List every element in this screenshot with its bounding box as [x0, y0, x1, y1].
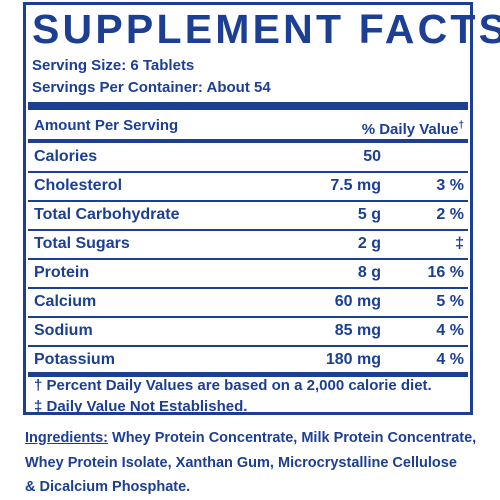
ingredients-label: Ingredients: — [25, 430, 108, 446]
row-divider — [28, 229, 468, 231]
nutrient-amount: 85 mg — [334, 322, 381, 339]
nutrient-row-total-sugars: Total Sugars 2 g ‡ — [26, 230, 470, 259]
row-divider — [28, 345, 468, 347]
nutrient-row-calcium: Calcium 60 mg 5 % — [26, 288, 470, 317]
nutrient-amount: 50 — [363, 148, 381, 165]
nutrient-amount: 60 mg — [334, 293, 381, 310]
row-divider — [28, 171, 468, 173]
ingredients-line-2: Whey Protein Isolate, Xanthan Gum, Micro… — [25, 455, 457, 471]
daily-value-dagger: † — [458, 120, 464, 131]
row-divider — [28, 316, 468, 318]
ingredients-line-1: Ingredients: Whey Protein Concentrate, M… — [25, 426, 476, 450]
nutrient-row-sodium: Sodium 85 mg 4 % — [26, 317, 470, 346]
nutrient-name: Calcium — [34, 293, 97, 310]
nutrient-daily-value: 4 % — [436, 322, 464, 339]
row-divider — [28, 287, 468, 289]
nutrient-row-protein: Protein 8 g 16 % — [26, 259, 470, 288]
nutrient-amount: 180 mg — [325, 351, 381, 368]
nutrient-amount: 5 g — [357, 206, 381, 223]
ingredients-text-1: Whey Protein Concentrate, Milk Protein C… — [107, 430, 477, 446]
footnote-dagger: † Percent Daily Values are based on a 2,… — [34, 377, 432, 394]
nutrient-name: Cholesterol — [34, 177, 123, 194]
nutrient-amount: 8 g — [357, 264, 381, 281]
nutrient-row-potassium: Potassium 180 mg 4 % — [26, 346, 470, 375]
nutrient-name: Protein — [34, 264, 90, 281]
row-divider — [28, 200, 468, 202]
footnote-double-dagger: ‡ Daily Value Not Established. — [34, 398, 248, 415]
nutrient-row-calories: Calories 50 — [26, 143, 470, 172]
nutrient-daily-value: 4 % — [436, 351, 464, 368]
nutrient-name: Total Carbohydrate — [34, 206, 180, 223]
nutrient-row-cholesterol: Cholesterol 7.5 mg 3 % — [26, 172, 470, 201]
nutrient-amount: 7.5 mg — [330, 177, 381, 194]
nutrient-name: Total Sugars — [34, 235, 130, 252]
nutrient-amount: 2 g — [357, 235, 381, 252]
serving-size: Serving Size: 6 Tablets — [32, 57, 195, 74]
servings-per-container: Servings Per Container: About 54 — [32, 79, 271, 96]
nutrient-daily-value: 2 % — [436, 206, 464, 223]
supplement-facts-panel: SUPPLEMENT FACTS Serving Size: 6 Tablets… — [23, 2, 500, 415]
daily-value-header: % Daily Value† — [362, 117, 464, 139]
nutrient-daily-value: 16 % — [427, 264, 464, 281]
nutrient-name: Sodium — [34, 322, 93, 339]
nutrient-row-total-carbohydrate: Total Carbohydrate 5 g 2 % — [26, 201, 470, 230]
nutrient-daily-value: ‡ — [455, 235, 464, 252]
thick-divider-top — [28, 102, 468, 110]
ingredients-line-3: & Dicalcium Phosphate. — [25, 479, 191, 495]
nutrient-name: Calories — [34, 148, 98, 165]
nutrient-daily-value: 5 % — [436, 293, 464, 310]
amount-per-serving-header: Amount Per Serving — [34, 117, 179, 134]
thick-divider-header — [28, 139, 468, 143]
thick-divider-bottom — [28, 372, 468, 377]
nutrient-daily-value: 3 % — [436, 177, 464, 194]
daily-value-header-label: % Daily Value — [361, 121, 459, 138]
nutrient-name: Potassium — [34, 351, 115, 368]
row-divider — [28, 258, 468, 260]
panel-title: SUPPLEMENT FACTS — [32, 6, 500, 52]
